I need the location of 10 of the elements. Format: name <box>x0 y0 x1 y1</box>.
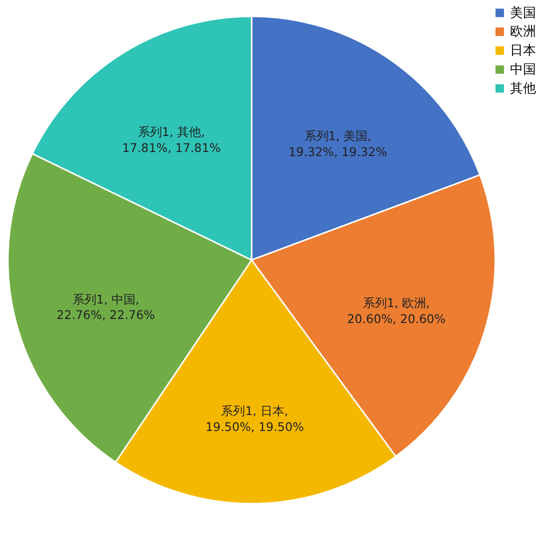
data-label: 系列1, 美国, 19.32%, 19.32% <box>288 128 388 159</box>
data-label: 系列1, 其他, 17.81%, 17.81% <box>122 124 221 155</box>
legend-label: 欧洲 <box>510 24 536 40</box>
data-label: 系列1, 日本, 19.50%, 19.50% <box>205 404 304 434</box>
data-label: 系列1, 中国, 22.76%, 22.76% <box>56 292 156 322</box>
legend-label: 日本 <box>510 44 536 59</box>
legend-label: 美国 <box>510 4 536 21</box>
legend-label: 其他 <box>510 81 536 96</box>
legend-label: 中国 <box>510 62 536 78</box>
data-label: 系列1, 欧洲, 20.60%, 20.60% <box>347 296 446 326</box>
